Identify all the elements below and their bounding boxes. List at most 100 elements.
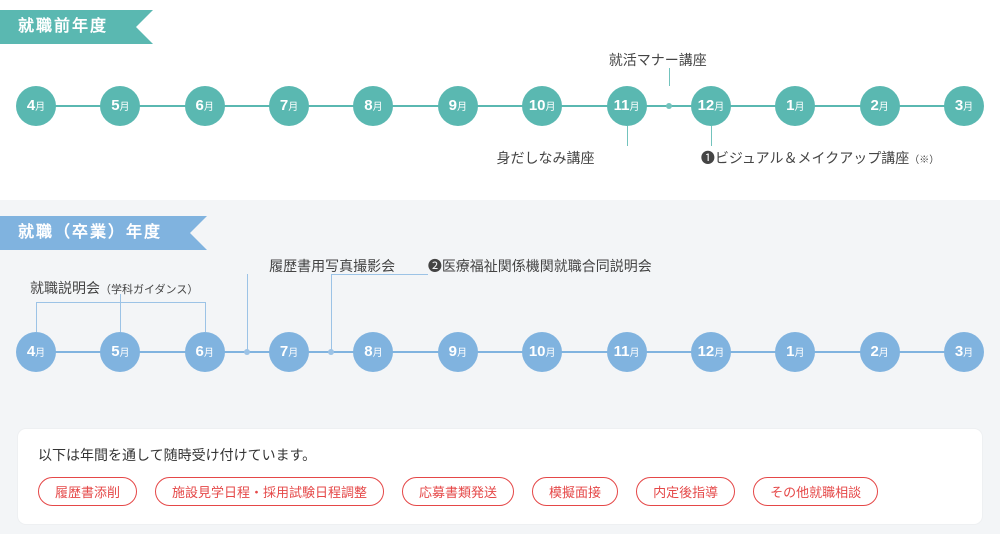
month-num: 5 — [111, 97, 119, 114]
month-circle: 2月 — [860, 86, 900, 126]
month-num: 10 — [529, 343, 546, 360]
month-num: 2 — [870, 97, 878, 114]
month-suffix: 月 — [963, 348, 973, 359]
timeline-prev-year: 4月5月6月7月8月9月10月11月12月1月2月3月 — [16, 86, 984, 126]
month-num: 9 — [449, 343, 457, 360]
month-suffix: 月 — [714, 348, 724, 359]
month-num: 6 — [196, 97, 204, 114]
month-suffix: 月 — [629, 348, 639, 359]
month-circle: 11月 — [607, 332, 647, 372]
month-suffix: 月 — [35, 102, 45, 113]
callout-jointbriefing: ❷医療福祉関係機関就職合同説明会 — [428, 256, 652, 276]
month-circle: 10月 — [522, 86, 562, 126]
month-num: 6 — [196, 343, 204, 360]
month-suffix: 月 — [879, 102, 889, 113]
month-num: 12 — [698, 343, 715, 360]
month-circle: 4月 — [16, 332, 56, 372]
callout-small: （学科ガイダンス） — [100, 284, 198, 296]
month-num: 4 — [27, 343, 35, 360]
month-suffix: 月 — [546, 102, 556, 113]
month-circle: 12月 — [691, 86, 731, 126]
callout-orientation: 就職説明会（学科ガイダンス） — [30, 278, 198, 298]
month-suffix: 月 — [204, 102, 214, 113]
callout-makeup: ❶ビジュアル＆メイクアップ講座（※） — [701, 148, 939, 168]
month-circle: 3月 — [944, 332, 984, 372]
callout-photo: 履歴書用写真撮影会 — [269, 256, 395, 276]
month-circle: 9月 — [438, 332, 478, 372]
month-circle: 5月 — [100, 86, 140, 126]
month-suffix: 月 — [288, 348, 298, 359]
timeline-months-1: 4月5月6月7月8月9月10月11月12月1月2月3月 — [16, 86, 984, 126]
month-suffix: 月 — [794, 348, 804, 359]
callout-sup: （※） — [909, 155, 939, 166]
month-suffix: 月 — [546, 348, 556, 359]
month-circle: 8月 — [353, 332, 393, 372]
service-pill: 応募書類発送 — [402, 477, 514, 506]
month-suffix: 月 — [35, 348, 45, 359]
month-circle: 3月 — [944, 86, 984, 126]
month-circle: 6月 — [185, 86, 225, 126]
service-pill: その他就職相談 — [753, 477, 878, 506]
month-suffix: 月 — [629, 102, 639, 113]
month-circle: 11月 — [607, 86, 647, 126]
month-num: 7 — [280, 97, 288, 114]
service-pill: 施設見学日程・採用試験日程調整 — [155, 477, 384, 506]
month-suffix: 月 — [794, 102, 804, 113]
ribbon-prev-year-text: 就職前年度 — [18, 18, 108, 35]
callout-text: ビジュアル＆メイクアップ講座 — [715, 150, 909, 166]
services-panel: 以下は年間を通して随時受け付けています。 履歴書添削施設見学日程・採用試験日程調… — [18, 429, 982, 524]
callout-num: ❷ — [428, 258, 442, 274]
month-circle: 1月 — [775, 332, 815, 372]
month-circle: 12月 — [691, 332, 731, 372]
ribbon-grad-year: 就職（卒業）年度 — [0, 216, 190, 250]
callout-appearance: 身だしなみ講座 — [497, 148, 595, 168]
month-num: 3 — [955, 97, 963, 114]
month-circle: 5月 — [100, 332, 140, 372]
month-suffix: 月 — [120, 348, 130, 359]
timeline-months-2: 4月5月6月7月8月9月10月11月12月1月2月3月 — [16, 332, 984, 372]
month-num: 7 — [280, 343, 288, 360]
month-num: 11 — [614, 97, 630, 114]
month-num: 8 — [364, 97, 372, 114]
month-suffix: 月 — [457, 348, 467, 359]
month-num: 4 — [27, 97, 35, 114]
month-suffix: 月 — [714, 102, 724, 113]
month-num: 5 — [111, 343, 119, 360]
month-num: 11 — [614, 343, 630, 360]
month-circle: 1月 — [775, 86, 815, 126]
month-circle: 9月 — [438, 86, 478, 126]
month-suffix: 月 — [373, 348, 383, 359]
month-circle: 10月 — [522, 332, 562, 372]
month-num: 10 — [529, 97, 546, 114]
service-pill: 模擬面接 — [532, 477, 618, 506]
month-num: 3 — [955, 343, 963, 360]
month-suffix: 月 — [457, 102, 467, 113]
month-suffix: 月 — [879, 348, 889, 359]
service-pill: 内定後指導 — [636, 477, 735, 506]
month-circle: 7月 — [269, 86, 309, 126]
service-pill: 履歴書添削 — [38, 477, 137, 506]
month-suffix: 月 — [373, 102, 383, 113]
month-circle: 7月 — [269, 332, 309, 372]
month-suffix: 月 — [204, 348, 214, 359]
month-num: 9 — [449, 97, 457, 114]
ribbon-prev-year: 就職前年度 — [0, 10, 136, 44]
callout-text: 就職説明会 — [30, 280, 100, 296]
services-pill-row: 履歴書添削施設見学日程・採用試験日程調整応募書類発送模擬面接内定後指導その他就職… — [38, 477, 962, 506]
callout-num: ❶ — [701, 150, 715, 166]
month-num: 2 — [870, 343, 878, 360]
month-num: 8 — [364, 343, 372, 360]
month-circle: 4月 — [16, 86, 56, 126]
month-circle: 2月 — [860, 332, 900, 372]
month-suffix: 月 — [288, 102, 298, 113]
callout-text: 医療福祉関係機関就職合同説明会 — [442, 258, 652, 274]
month-num: 12 — [698, 97, 715, 114]
services-lead: 以下は年間を通して随時受け付けています。 — [38, 445, 962, 465]
timeline-grad-year: 4月5月6月7月8月9月10月11月12月1月2月3月 — [16, 332, 984, 372]
month-suffix: 月 — [963, 102, 973, 113]
ribbon-grad-year-text: 就職（卒業）年度 — [18, 224, 162, 241]
callout-manner: 就活マナー講座 — [609, 50, 707, 70]
month-circle: 6月 — [185, 332, 225, 372]
month-suffix: 月 — [120, 102, 130, 113]
month-circle: 8月 — [353, 86, 393, 126]
